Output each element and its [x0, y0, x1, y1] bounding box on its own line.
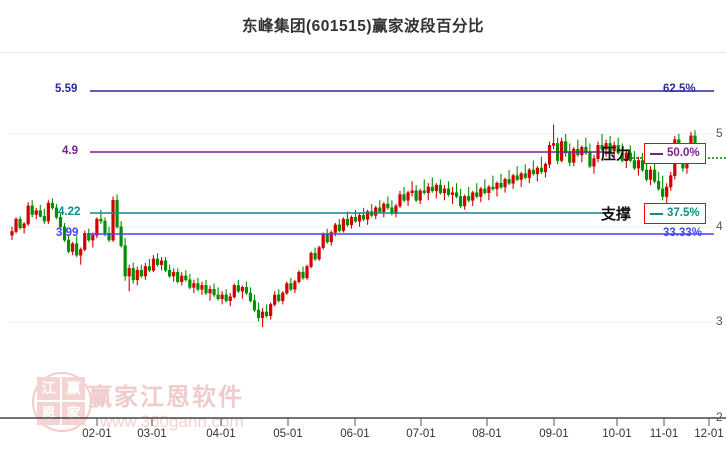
- tag-50-pct-swatch: [650, 152, 663, 155]
- x-tick-02-01: 02-01: [82, 428, 112, 440]
- y-tick-5: 5: [716, 126, 723, 140]
- x-tick-06-01: 06-01: [340, 428, 370, 440]
- percent-level-lines: [90, 90, 726, 235]
- x-tick-05-01: 05-01: [273, 428, 303, 440]
- annotation-resistance: 压力: [601, 146, 632, 163]
- price-label-5-59: 5.59: [55, 83, 78, 95]
- x-tick-10-01: 10-01: [602, 428, 632, 440]
- tag-50-pct[interactable]: 50.0%: [644, 143, 706, 164]
- x-tick-09-01: 09-01: [539, 428, 569, 440]
- price-label-4-22: 4.22: [58, 206, 81, 218]
- price-label-3-99: 3.99: [56, 227, 79, 239]
- candlestick-series: [10, 124, 697, 328]
- y-tick-4: 4: [716, 219, 723, 233]
- pct-label-62-5: 62.5%: [663, 83, 696, 95]
- x-tick-11-01: 11-01: [649, 428, 679, 440]
- x-tick-04-01: 04-01: [206, 428, 236, 440]
- tag-50-pct-text: 50.0%: [667, 147, 700, 159]
- tag-37-5-pct-text: 37.5%: [667, 207, 700, 219]
- header-divider: [0, 52, 726, 53]
- tag-37-5-pct[interactable]: 37.5%: [644, 203, 706, 224]
- pct-label-33-33: 33.33%: [663, 227, 703, 239]
- axis-lines: [0, 417, 726, 426]
- tag-37-5-pct-swatch: [650, 212, 663, 215]
- annotation-support: 支撑: [601, 206, 632, 223]
- x-tick-03-01: 03-01: [137, 428, 167, 440]
- x-tick-07-01: 07-01: [406, 428, 436, 440]
- gridlines: [8, 133, 714, 323]
- y-tick-3: 3: [716, 314, 723, 328]
- y-tick-2: 2: [716, 410, 723, 424]
- price-label-4-9: 4.9: [62, 145, 78, 157]
- x-tick-12-01: 12-01: [694, 428, 724, 440]
- x-tick-08-01: 08-01: [472, 428, 502, 440]
- page-title: 东峰集团(601515)赢家波段百分比: [241, 18, 485, 35]
